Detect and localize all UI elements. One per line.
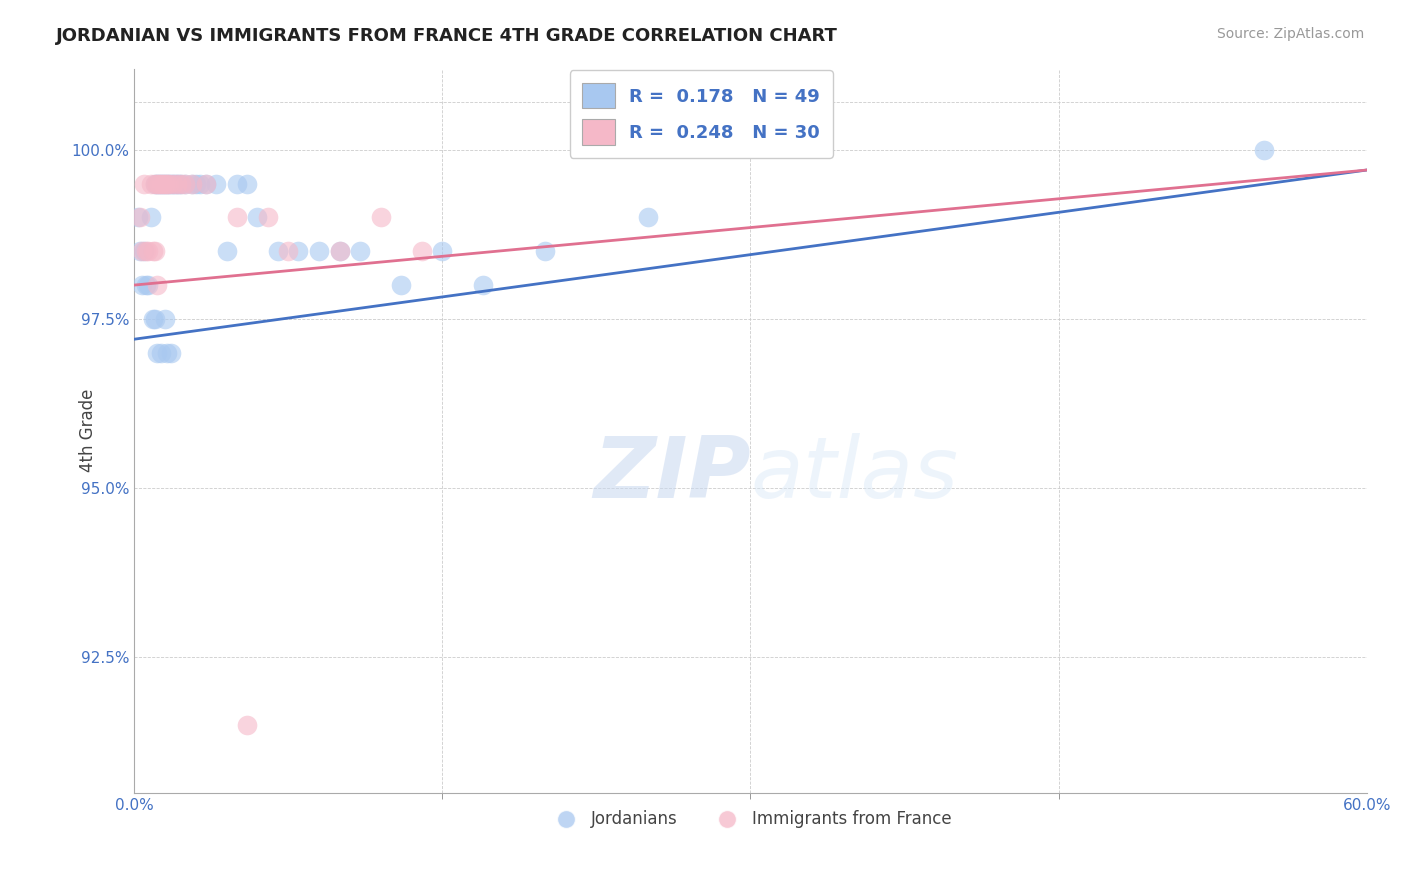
Point (184, 177, 207, 191)
Text: atlas: atlas (751, 433, 959, 516)
Point (145, 177, 167, 191)
Point (143, 312, 166, 326)
Point (129, 244, 152, 259)
Point (145, 177, 167, 191)
Point (165, 177, 187, 191)
Point (328, 244, 350, 259)
Point (138, 278, 160, 293)
Y-axis label: 4th Grade: 4th Grade (79, 389, 97, 472)
Point (180, 177, 202, 191)
Point (148, 177, 170, 191)
Point (127, 211, 149, 225)
Point (195, 177, 218, 191)
Point (143, 177, 166, 191)
Point (236, 177, 259, 191)
Text: Source: ZipAtlas.com: Source: ZipAtlas.com (1216, 27, 1364, 41)
Point (149, 177, 172, 191)
Point (166, 177, 188, 191)
Point (156, 177, 179, 191)
Point (215, 244, 238, 259)
Point (328, 244, 350, 259)
Point (236, 718, 259, 732)
Point (152, 177, 174, 191)
Point (145, 278, 167, 293)
Point (174, 177, 197, 191)
Point (277, 244, 299, 259)
Point (153, 312, 176, 326)
Point (135, 244, 157, 259)
Point (162, 177, 184, 191)
Point (246, 211, 269, 225)
Point (153, 177, 176, 191)
Point (143, 244, 166, 259)
Point (170, 177, 193, 191)
Point (287, 244, 309, 259)
Point (188, 177, 211, 191)
Point (156, 345, 179, 359)
Point (170, 177, 193, 191)
Point (166, 177, 188, 191)
Point (156, 177, 179, 191)
Point (148, 177, 170, 191)
Point (432, 244, 454, 259)
Point (157, 177, 180, 191)
Point (139, 211, 162, 225)
Point (389, 278, 412, 293)
Point (256, 211, 278, 225)
Point (162, 177, 184, 191)
Point (160, 345, 183, 359)
Point (145, 345, 167, 359)
Point (169, 177, 191, 191)
Point (157, 177, 180, 191)
Point (139, 177, 162, 191)
Point (152, 177, 174, 191)
Point (308, 244, 330, 259)
Point (349, 244, 371, 259)
Point (153, 177, 176, 191)
Point (134, 244, 156, 259)
Point (143, 177, 166, 191)
Point (637, 211, 659, 225)
Point (534, 244, 557, 259)
Point (131, 244, 153, 259)
Point (149, 345, 172, 359)
Point (1253, 143, 1275, 157)
Point (411, 244, 433, 259)
Point (225, 211, 247, 225)
Point (134, 177, 156, 191)
Point (160, 177, 183, 191)
Point (135, 278, 157, 293)
Text: ZIP: ZIP (593, 433, 751, 516)
Point (129, 211, 152, 225)
Point (149, 177, 172, 191)
Text: JORDANIAN VS IMMIGRANTS FROM FRANCE 4TH GRADE CORRELATION CHART: JORDANIAN VS IMMIGRANTS FROM FRANCE 4TH … (56, 27, 838, 45)
Point (142, 312, 165, 326)
Point (225, 177, 247, 191)
Point (174, 177, 197, 191)
Point (370, 211, 392, 225)
Point (138, 244, 160, 259)
Point (195, 177, 218, 191)
Point (131, 278, 153, 293)
Legend: Jordanians, Immigrants from France: Jordanians, Immigrants from France (543, 804, 959, 835)
Point (267, 244, 290, 259)
Point (142, 244, 165, 259)
Point (205, 177, 228, 191)
Point (472, 278, 495, 293)
Point (180, 177, 202, 191)
